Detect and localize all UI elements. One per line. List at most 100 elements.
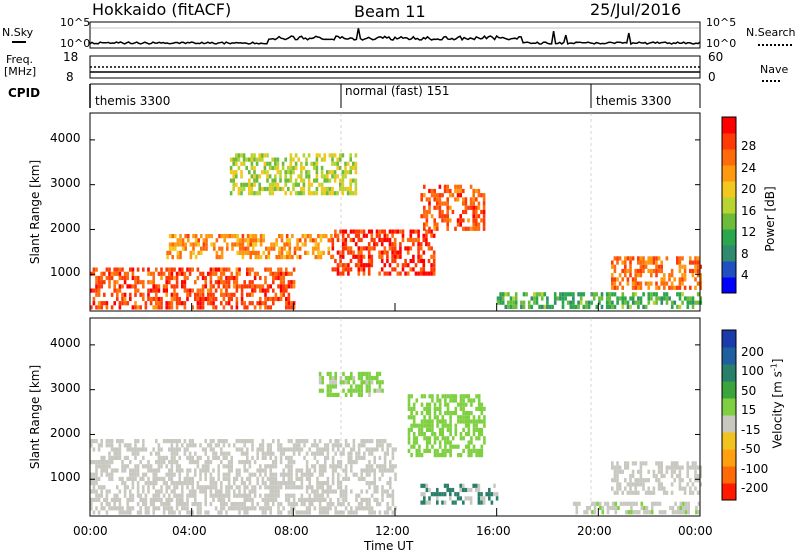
velocity-cell (360, 472, 363, 477)
velocity-cell (495, 496, 499, 501)
power-cell (201, 301, 205, 306)
power-cell (642, 256, 645, 261)
power-cell (464, 197, 468, 202)
power-cell (209, 267, 213, 272)
power-cell (249, 250, 252, 255)
power-cbar-tick-24: 24 (741, 161, 757, 175)
velocity-cell (261, 476, 265, 481)
power-cell (220, 234, 224, 239)
power-cell (430, 254, 433, 259)
power-cell (637, 285, 640, 290)
power-cell (232, 186, 235, 192)
power-cell (240, 153, 243, 158)
power-cell (222, 292, 226, 297)
power-cell (240, 284, 244, 289)
velocity-cell (149, 468, 153, 473)
velocity-cell (217, 489, 220, 494)
velocity-cell (165, 489, 168, 494)
velocity-cell (407, 440, 411, 445)
velocity-cell (155, 468, 158, 473)
power-cell (509, 296, 513, 301)
velocity-cell (472, 427, 476, 432)
power-cell (660, 260, 663, 265)
power-cell (681, 273, 684, 278)
velocity-cell (113, 447, 116, 452)
colorbar-segment (722, 449, 736, 467)
velocity-cell (472, 444, 476, 449)
velocity-cell (240, 460, 244, 465)
power-cell (253, 305, 257, 310)
power-cell (113, 284, 116, 289)
power-cell (126, 271, 129, 276)
velocity-cell (493, 492, 496, 497)
power-cell (665, 300, 669, 305)
power-cell (131, 275, 135, 281)
power-cell (279, 267, 283, 272)
power-cell (284, 178, 287, 183)
velocity-cell (441, 423, 445, 428)
power-cell (235, 280, 239, 285)
power-cell (187, 234, 190, 239)
velocity-cell (282, 472, 285, 477)
velocity-cell (488, 496, 491, 501)
power-cell (207, 292, 210, 297)
power-cell (365, 246, 368, 251)
power-cell (259, 301, 262, 306)
power-cell (446, 218, 449, 223)
velocity-cell (436, 419, 439, 424)
power-cell (346, 170, 350, 175)
velocity-cell (601, 510, 605, 515)
power-cell (276, 170, 280, 175)
velocity-cell (204, 485, 207, 490)
velocity-cell (446, 436, 450, 441)
power-cell (475, 222, 478, 227)
power-cell (287, 165, 290, 171)
power-cell (699, 273, 702, 278)
velocity-cell (134, 439, 137, 444)
power-cell (255, 174, 259, 179)
power-cell (157, 288, 161, 293)
velocity-cell (243, 506, 246, 511)
velocity-cell (251, 439, 254, 444)
velocity-cell (357, 384, 361, 389)
velocity-cell (360, 489, 363, 494)
velocity-cell (318, 502, 322, 507)
velocity-cell (381, 472, 384, 477)
power-cell (249, 255, 252, 260)
velocity-cell (326, 443, 330, 448)
velocity-cell (100, 468, 103, 473)
velocity-cell (246, 493, 249, 498)
velocity-cell (251, 485, 254, 490)
power-cell (420, 214, 423, 219)
velocity-cell (644, 478, 648, 483)
power-cell (616, 256, 619, 261)
power-cell (621, 300, 625, 305)
velocity-cell (694, 465, 697, 470)
power-cell (346, 186, 350, 192)
velocity-cell (347, 451, 350, 456)
power-cell (538, 304, 541, 309)
velocity-cell (355, 493, 358, 498)
power-cell (222, 271, 226, 276)
velocity-cell (214, 451, 218, 456)
velocity-cell (678, 482, 682, 487)
velocity-cell (451, 487, 455, 493)
velocity-cell (477, 394, 481, 399)
velocity-cell (300, 497, 304, 502)
power-cell (249, 242, 252, 247)
power-cell (155, 301, 158, 306)
power-cell (438, 197, 442, 202)
velocity-cell (436, 436, 439, 441)
velocity-cell (321, 481, 324, 486)
power-cell (315, 174, 319, 179)
velocity-cell (116, 455, 119, 460)
power-cell (657, 268, 661, 274)
velocity-cell (391, 493, 395, 498)
velocity-cell (657, 461, 661, 466)
power-cell (689, 268, 692, 274)
velocity-cell (334, 380, 337, 385)
power-cell (454, 184, 457, 189)
velocity-cell (653, 501, 657, 506)
power-cell (175, 292, 179, 297)
velocity-cell (606, 505, 610, 511)
